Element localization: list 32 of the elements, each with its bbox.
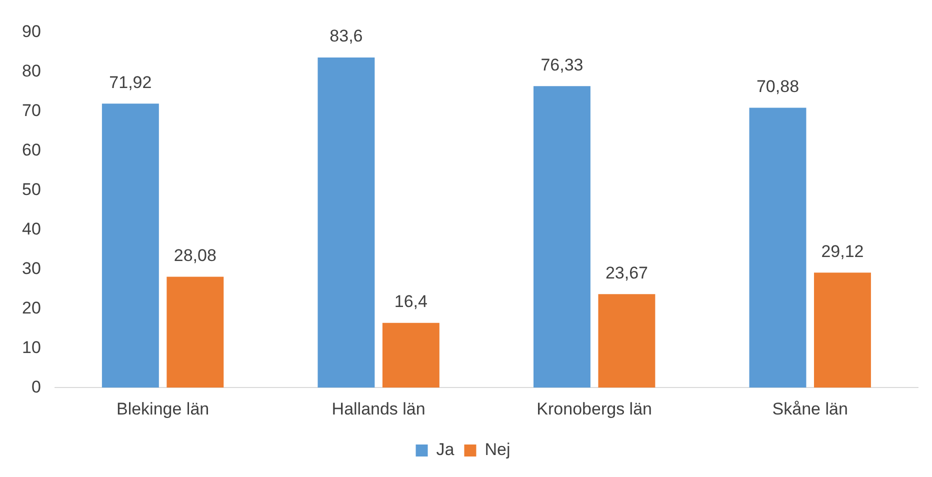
bar	[749, 108, 806, 388]
legend-label: Ja	[436, 440, 455, 460]
x-tick-label: Hallands län	[332, 399, 426, 418]
data-label: 28,08	[174, 246, 216, 265]
y-tick-label: 10	[22, 338, 41, 357]
y-tick-label: 20	[22, 298, 41, 318]
bar	[102, 104, 159, 388]
y-tick-label: 80	[22, 61, 41, 80]
data-label: 83,6	[330, 26, 363, 46]
x-tick-label: Blekinge län	[116, 399, 210, 418]
bar	[318, 57, 375, 388]
data-label: 70,88	[756, 76, 800, 96]
y-tick-label: 50	[22, 180, 41, 199]
y-tick-label: 90	[22, 22, 41, 41]
y-tick-label: 30	[22, 258, 41, 278]
data-label: 29,12	[821, 242, 864, 261]
bar	[166, 276, 224, 388]
data-label: 76,33	[540, 55, 584, 74]
data-label: 71,92	[109, 72, 152, 92]
data-label: 16,4	[394, 292, 428, 312]
bar	[598, 294, 656, 388]
bar	[814, 272, 871, 388]
y-tick-label: 60	[22, 140, 41, 160]
data-label: 23,67	[605, 263, 648, 282]
bar	[382, 322, 440, 388]
y-tick-label: 70	[22, 100, 41, 120]
bar	[533, 86, 590, 388]
x-tick-label: Skåne län	[772, 399, 848, 418]
x-tick-label: Kronobergs län	[536, 399, 652, 418]
y-tick-label: 40	[22, 219, 41, 238]
y-tick-label: 0	[31, 377, 41, 396]
legend-label: Nej	[484, 440, 510, 460]
